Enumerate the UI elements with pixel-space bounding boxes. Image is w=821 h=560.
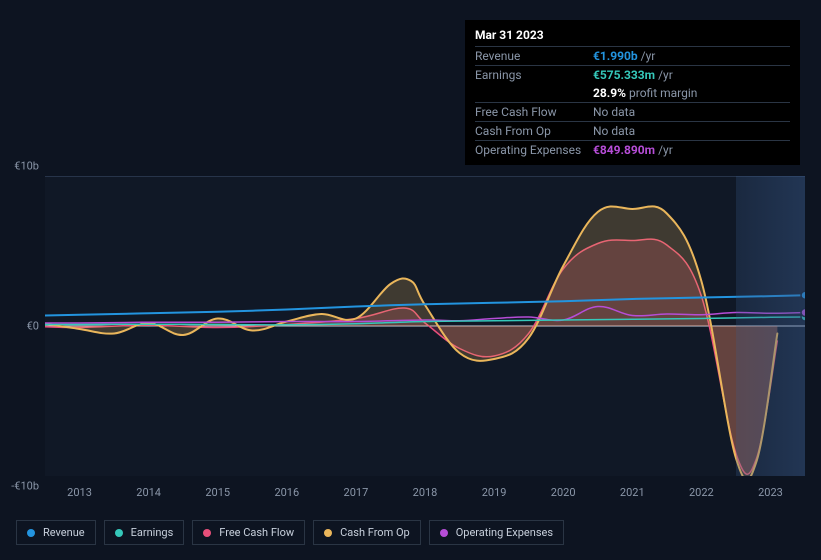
legend-dot-icon [440, 529, 448, 537]
legend-dot-icon [27, 529, 35, 537]
x-axis-tick-label: 2016 [274, 486, 299, 499]
tooltip-row: Revenue€1.990b/yr [475, 46, 790, 65]
tooltip-row-value: €849.890m/yr [593, 143, 673, 157]
x-axis-tick-label: 2020 [551, 486, 576, 499]
x-axis-tick-label: 2014 [136, 486, 161, 499]
x-axis-tick-label: 2022 [689, 486, 714, 499]
legend-item-cfo[interactable]: Cash From Op [313, 520, 421, 545]
legend-label: Free Cash Flow [219, 526, 294, 539]
x-axis-tick-label: 2021 [620, 486, 645, 499]
legend-dot-icon [203, 529, 211, 537]
legend-item-opex[interactable]: Operating Expenses [429, 520, 564, 545]
tooltip-row-label: Revenue [475, 49, 593, 63]
tooltip-row: Cash From OpNo data [475, 121, 790, 140]
x-axis-tick-label: 2017 [344, 486, 369, 499]
tooltip-row-value: €575.333m/yr [593, 68, 673, 82]
tooltip-row-value: No data [593, 124, 635, 138]
x-axis-tick-label: 2013 [67, 486, 92, 499]
legend-label: Cash From Op [340, 526, 410, 539]
hover-tooltip: Mar 31 2023 Revenue€1.990b/yrEarnings€57… [465, 20, 800, 165]
legend-item-earnings[interactable]: Earnings [104, 520, 185, 545]
tooltip-date: Mar 31 2023 [475, 26, 790, 46]
legend-label: Operating Expenses [456, 526, 553, 539]
tooltip-row: Operating Expenses€849.890m/yr [475, 140, 790, 159]
legend-item-revenue[interactable]: Revenue [16, 520, 96, 545]
forecast-band [736, 176, 805, 476]
x-axis-tick-label: 2019 [482, 486, 507, 499]
tooltip-row: Free Cash FlowNo data [475, 102, 790, 121]
x-axis-labels: 2013 2014 2015 2016 2017 2018 2019 2020 2021 2022… [45, 486, 805, 502]
tooltip-row: Earnings€575.333m/yr [475, 65, 790, 84]
y-axis-tick-label: -€10b [11, 480, 39, 493]
legend-item-fcf[interactable]: Free Cash Flow [192, 520, 305, 545]
tooltip-row-value: No data [593, 105, 635, 119]
tooltip-row-label: Earnings [475, 68, 593, 82]
x-axis-tick-label: 2015 [205, 486, 230, 499]
legend: Revenue Earnings Free Cash Flow Cash From O… [16, 520, 564, 545]
tooltip-row-label: Free Cash Flow [475, 105, 593, 119]
y-axis-tick-label: €10b [14, 160, 39, 173]
tooltip-row-label: Operating Expenses [475, 143, 593, 157]
legend-dot-icon [324, 529, 332, 537]
y-axis-tick-label: €0 [27, 320, 39, 333]
tooltip-rows: Revenue€1.990b/yrEarnings€575.333m/yr28.… [475, 46, 790, 159]
tooltip-row-value: €1.990b/yr [593, 49, 655, 63]
tooltip-row-label: Cash From Op [475, 124, 593, 138]
chart-plot-area[interactable] [45, 176, 805, 476]
legend-dot-icon [115, 529, 123, 537]
legend-label: Revenue [43, 526, 85, 539]
x-axis-tick-label: 2018 [413, 486, 438, 499]
x-axis-tick-label: 2023 [758, 486, 783, 499]
chart-svg [45, 176, 805, 476]
y-axis-labels: €10b€0-€10b [0, 176, 39, 476]
legend-label: Earnings [131, 526, 174, 539]
tooltip-subrow: 28.9%profit margin [475, 84, 790, 102]
